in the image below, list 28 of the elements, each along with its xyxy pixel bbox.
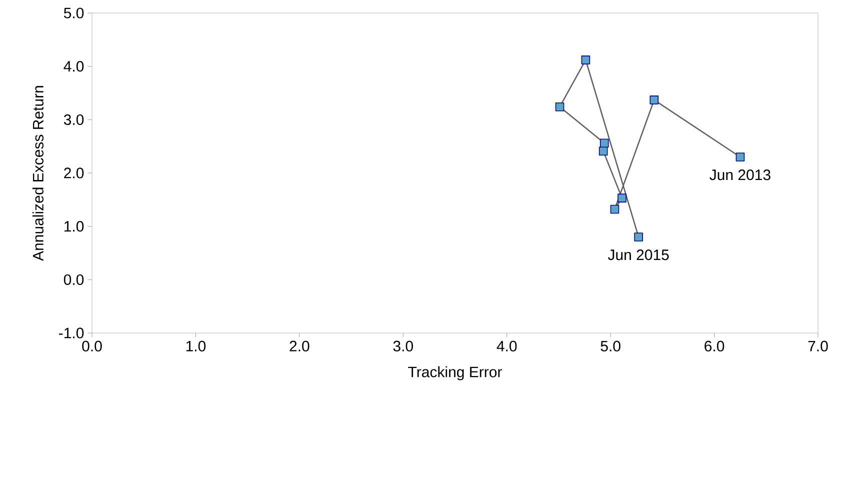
- point: [634, 232, 643, 242]
- x-axis-title: Tracking Error: [408, 366, 502, 380]
- point: [618, 194, 626, 202]
- point: [600, 138, 609, 148]
- annotation: Jun 2013: [710, 170, 770, 180]
- y-tick-label: 3.0: [64, 114, 84, 125]
- y-tick-label: 2.0: [64, 168, 84, 178]
- annotation: Jun 2015: [608, 250, 669, 260]
- y-tick-label: 1.0: [64, 221, 84, 232]
- point: [598, 146, 608, 156]
- y-tick-label: -1.0: [59, 328, 84, 338]
- y-tick-label: 0.0: [64, 274, 84, 285]
- point: [555, 102, 564, 112]
- x-tick-label: 6.0: [704, 340, 724, 352]
- x-tick-label: 5.0: [600, 340, 620, 352]
- y-axis-title: Annualized Excess Return: [32, 86, 44, 261]
- point: [650, 96, 659, 104]
- x-tick-label: 7.0: [808, 340, 828, 352]
- y-tick-label: 4.0: [64, 61, 84, 72]
- y-tick-label: 5.0: [64, 8, 84, 18]
- x-tick-label: 3.0: [393, 340, 413, 352]
- x-tick-label: 2.0: [290, 340, 310, 352]
- x-tick-label: 4.0: [496, 340, 517, 352]
- point: [610, 204, 620, 214]
- x-tick-label: 1.0: [186, 340, 206, 352]
- point: [581, 56, 590, 64]
- point: [736, 152, 745, 162]
- x-tick-label: 0.0: [82, 340, 102, 352]
